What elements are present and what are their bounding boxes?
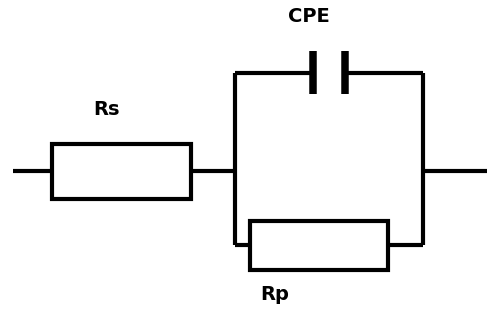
FancyBboxPatch shape (52, 143, 190, 199)
Text: Rs: Rs (94, 100, 120, 119)
Text: Rp: Rp (260, 285, 289, 304)
FancyBboxPatch shape (250, 221, 388, 270)
Text: CPE: CPE (288, 7, 330, 26)
